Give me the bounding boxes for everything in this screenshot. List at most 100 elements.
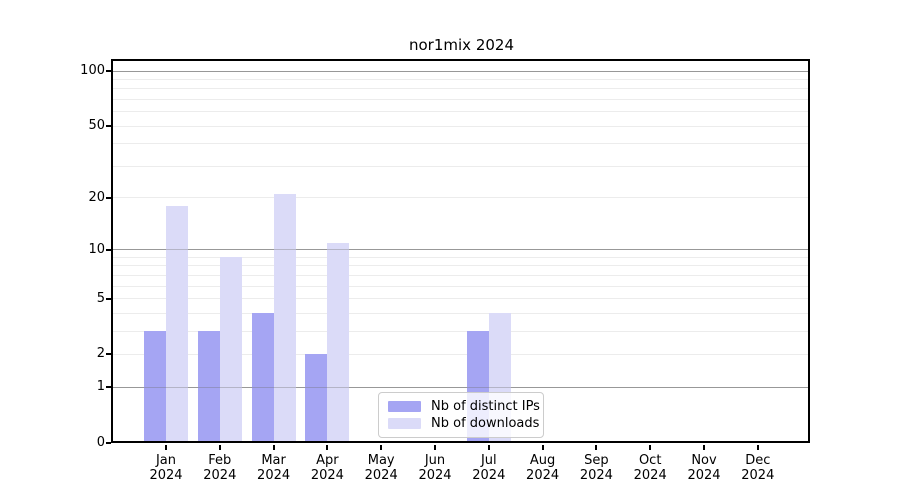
x-tick-label: Jun 2024	[400, 453, 470, 483]
x-tick-year: 2024	[418, 468, 452, 483]
y-tick-mark	[106, 196, 111, 199]
x-tick-year: 2024	[203, 468, 237, 483]
x-tick-year: 2024	[472, 468, 506, 483]
bar-distinct-ips	[197, 331, 220, 443]
x-tick-month: Aug	[529, 453, 556, 468]
x-tick-month: Sep	[584, 453, 609, 468]
legend-label-distinct-ips: Nb of distinct IPs	[431, 399, 540, 414]
x-tick-mark	[272, 445, 275, 450]
x-tick-month: Nov	[691, 453, 717, 468]
x-tick-month: Jun	[424, 453, 446, 468]
x-tick-label: May 2024	[346, 453, 416, 483]
y-tick-mark	[106, 353, 111, 356]
x-tick-label: Nov 2024	[669, 453, 739, 483]
gridline-minor	[113, 285, 810, 287]
x-tick-month: Oct	[638, 453, 662, 468]
chart-title: nor1mix 2024	[409, 36, 514, 54]
gridline-minor	[113, 265, 810, 267]
x-tick-mark	[595, 445, 598, 450]
x-tick-mark	[326, 445, 329, 450]
legend-item-distinct-ips: Nb of distinct IPs	[388, 398, 540, 415]
bar-distinct-ips	[305, 354, 328, 443]
legend: Nb of distinct IPs Nb of downloads	[378, 392, 544, 438]
legend-label-downloads: Nb of downloads	[431, 416, 540, 431]
gridline-minor	[113, 125, 810, 127]
y-tick-mark	[106, 386, 111, 389]
gridline-minor	[113, 98, 810, 100]
bar-downloads	[219, 257, 242, 443]
x-tick-label: Sep 2024	[561, 453, 631, 483]
gridline-minor	[113, 274, 810, 276]
x-tick-mark	[380, 445, 383, 450]
x-tick-month: Jan	[155, 453, 177, 468]
bar-downloads	[327, 242, 350, 443]
gridline-minor	[113, 330, 810, 332]
gridline-minor	[113, 165, 810, 167]
x-tick-label: Jul 2024	[454, 453, 524, 483]
gridline-major-overlay	[113, 386, 810, 388]
x-tick-month: Mar	[261, 453, 286, 468]
x-tick-label: Apr 2024	[292, 453, 362, 483]
x-tick-year: 2024	[579, 468, 613, 483]
x-tick-year: 2024	[633, 468, 667, 483]
x-tick-mark	[487, 445, 490, 450]
y-tick-label: 100	[80, 63, 105, 79]
x-tick-month: Dec	[745, 453, 771, 468]
gridline-minor	[113, 256, 810, 258]
y-tick-mark	[106, 125, 111, 128]
bar-downloads	[166, 205, 188, 443]
x-tick-label: Dec 2024	[723, 453, 793, 483]
y-tick-label: 5	[96, 290, 105, 306]
legend-swatch-downloads	[388, 418, 421, 429]
gridline-major-overlay	[113, 70, 810, 72]
x-tick-label: Oct 2024	[615, 453, 685, 483]
gridline-major	[113, 70, 810, 72]
plot-area	[113, 61, 810, 443]
gridline-major-overlay	[113, 249, 810, 251]
y-tick-mark	[106, 248, 111, 251]
x-tick-year: 2024	[257, 468, 291, 483]
gridline-minor	[113, 312, 810, 314]
y-tick-label: 10	[88, 241, 105, 257]
x-tick-year: 2024	[526, 468, 560, 483]
x-tick-mark	[165, 445, 167, 450]
x-tick-month: Apr	[316, 453, 339, 468]
y-tick-mark	[106, 297, 111, 300]
gridline-major	[113, 249, 810, 251]
y-tick-mark	[106, 70, 111, 73]
gridline-minor	[113, 88, 810, 90]
x-tick-year: 2024	[310, 468, 344, 483]
y-tick-mark	[106, 442, 111, 444]
x-tick-year: 2024	[149, 468, 183, 483]
y-tick-label: 1	[96, 379, 105, 395]
x-tick-mark	[703, 445, 705, 450]
x-tick-label: Jan 2024	[131, 453, 201, 483]
legend-swatch-distinct-ips	[388, 401, 421, 412]
x-tick-year: 2024	[364, 468, 398, 483]
x-tick-month: Feb	[208, 453, 232, 468]
bar-downloads	[273, 193, 296, 443]
bar-distinct-ips	[144, 331, 166, 443]
gridline-minor	[113, 353, 810, 355]
gridline-minor	[113, 298, 810, 300]
x-tick-mark	[649, 445, 652, 450]
x-tick-mark	[541, 445, 544, 450]
x-tick-mark	[756, 445, 759, 450]
legend-item-downloads: Nb of downloads	[388, 415, 539, 432]
y-tick-label: 20	[88, 189, 105, 205]
gridline-minor	[113, 78, 810, 80]
gridline-major	[113, 386, 810, 388]
bar-distinct-ips	[251, 313, 274, 443]
gridline-minor	[113, 143, 810, 145]
gridline-minor	[113, 197, 810, 199]
x-tick-month: Jul	[480, 453, 497, 468]
x-tick-month: May	[367, 453, 395, 468]
gridline-minor	[113, 111, 810, 113]
y-tick-label: 0	[96, 435, 105, 450]
x-tick-label: Aug 2024	[508, 453, 578, 483]
x-tick-mark	[218, 445, 221, 450]
x-tick-label: Mar 2024	[239, 453, 309, 483]
y-tick-label: 2	[96, 346, 105, 362]
x-tick-mark	[434, 445, 436, 450]
